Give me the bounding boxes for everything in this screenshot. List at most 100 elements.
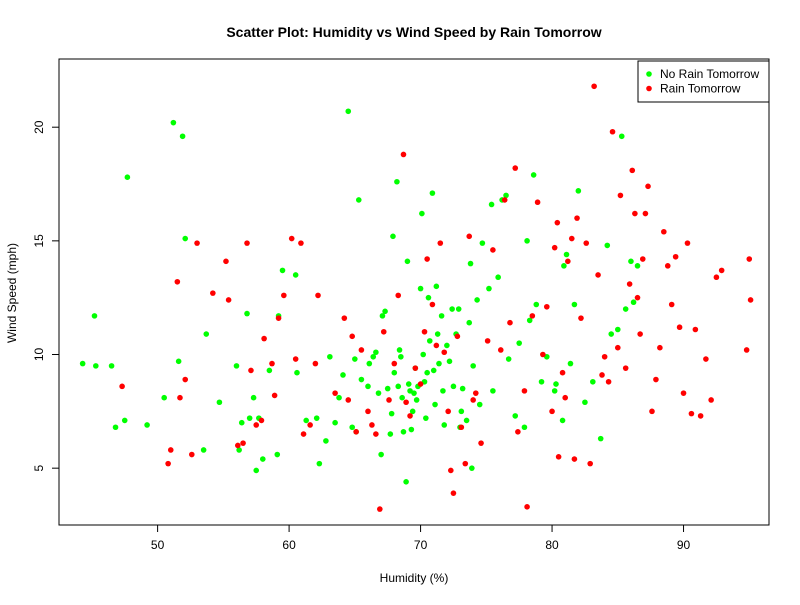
data-point <box>387 431 394 437</box>
data-point <box>246 415 253 421</box>
data-point <box>559 417 566 424</box>
y-tick-label: 5 <box>32 465 46 472</box>
data-point <box>747 297 754 303</box>
data-point <box>408 426 415 433</box>
data-point <box>684 240 691 246</box>
data-point <box>639 256 646 262</box>
axes: 50 60 70 80 90 5 10 15 20 <box>32 58 770 552</box>
data-point <box>617 192 624 199</box>
data-point <box>419 210 425 217</box>
data-point <box>377 506 383 512</box>
data-point <box>469 465 475 471</box>
data-point <box>388 410 395 417</box>
data-point <box>444 342 450 349</box>
data-point <box>512 165 519 171</box>
data-point <box>404 258 411 265</box>
data-point <box>327 353 333 360</box>
data-point <box>549 408 555 415</box>
y-tick-label: 20 <box>32 120 46 134</box>
data-point <box>244 310 250 317</box>
data-point <box>438 313 445 319</box>
data-point <box>345 108 352 115</box>
data-point <box>315 292 321 299</box>
data-point <box>426 338 433 344</box>
data-point <box>565 258 571 265</box>
data-point <box>692 326 699 333</box>
data-point <box>634 263 641 269</box>
data-point <box>661 228 667 235</box>
x-tick-label: 50 <box>151 538 165 552</box>
data-point <box>718 267 725 274</box>
data-point <box>507 319 513 326</box>
data-point <box>244 240 250 246</box>
legend-marker <box>646 71 652 77</box>
data-point <box>637 331 643 337</box>
data-point <box>490 388 496 394</box>
data-point <box>119 383 125 390</box>
data-point <box>279 267 286 274</box>
data-point <box>182 235 189 242</box>
data-point <box>634 294 641 301</box>
legend-label: Rain Tomorrow <box>660 82 741 96</box>
data-point <box>384 385 391 392</box>
data-point <box>417 381 424 387</box>
data-point <box>216 399 223 406</box>
data-point <box>399 394 405 401</box>
data-point <box>250 394 257 401</box>
data-point <box>629 167 636 174</box>
data-point <box>505 356 512 362</box>
data-point <box>275 315 282 321</box>
data-point <box>590 378 596 385</box>
data-point <box>395 292 402 299</box>
data-point <box>182 376 189 383</box>
data-point <box>274 451 281 458</box>
data-point <box>236 447 242 453</box>
data-point <box>269 360 275 367</box>
data-point <box>429 190 436 196</box>
data-point <box>642 210 649 217</box>
data-point <box>571 301 578 308</box>
data-point <box>478 440 484 446</box>
data-point <box>112 424 119 431</box>
data-point <box>543 303 550 310</box>
data-point <box>210 290 216 296</box>
data-point <box>355 197 362 203</box>
data-point <box>332 419 338 426</box>
data-point <box>413 397 420 403</box>
data-point <box>578 315 584 321</box>
data-point <box>516 340 522 346</box>
data-point <box>307 422 313 428</box>
data-point <box>400 151 407 158</box>
data-point <box>400 429 407 435</box>
data-point <box>395 383 402 390</box>
data-point <box>91 313 98 319</box>
data-point <box>271 392 278 399</box>
data-point <box>405 381 412 387</box>
data-point <box>479 240 486 246</box>
data-point <box>223 258 229 265</box>
data-point <box>582 399 588 406</box>
data-point <box>433 283 440 290</box>
data-point <box>396 347 403 353</box>
data-point <box>449 306 455 312</box>
data-point <box>240 440 246 446</box>
data-point <box>411 390 417 396</box>
chart-title: Scatter Plot: Humidity vs Wind Speed by … <box>226 24 601 40</box>
data-point <box>174 278 181 285</box>
data-point <box>697 413 704 419</box>
data-point <box>430 367 437 374</box>
data-point <box>551 244 558 251</box>
data-point <box>424 256 430 262</box>
data-point <box>365 383 371 390</box>
data-point <box>323 438 329 444</box>
data-point <box>668 301 675 308</box>
data-point <box>352 356 358 362</box>
data-point <box>476 401 483 408</box>
data-point <box>175 358 182 365</box>
data-point <box>604 242 611 249</box>
data-point <box>446 358 453 365</box>
data-point <box>403 399 409 406</box>
data-point <box>587 460 593 467</box>
